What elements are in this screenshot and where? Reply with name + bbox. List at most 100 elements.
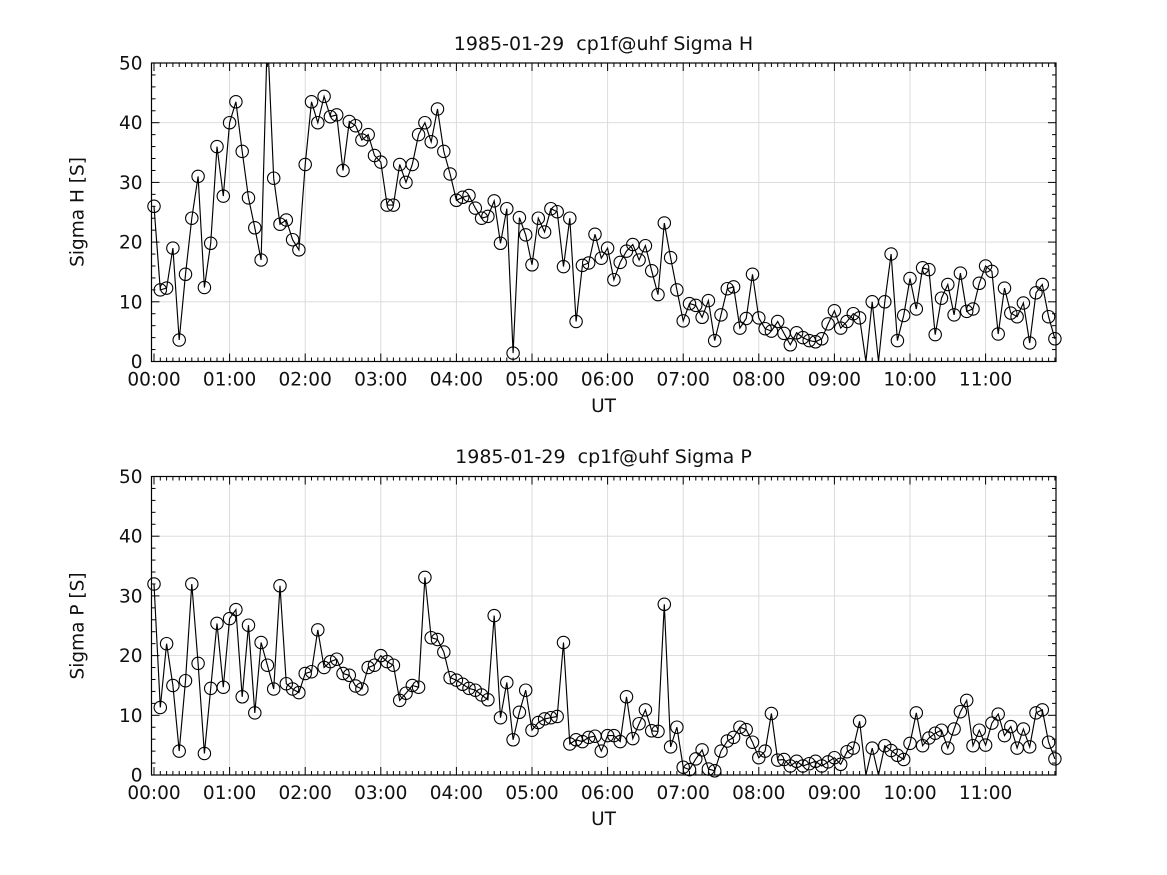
- y-tick-label: 30: [119, 173, 143, 194]
- data-point-marker: [166, 241, 180, 255]
- data-point-marker: [1004, 719, 1018, 734]
- data-point-marker: [298, 157, 312, 172]
- data-point-marker: [1022, 740, 1037, 754]
- data-point-marker: [380, 198, 394, 212]
- data-point-marker: [846, 741, 861, 755]
- data-point-marker: [928, 726, 942, 740]
- data-point-marker: [455, 190, 470, 205]
- data-point-marker: [248, 221, 262, 235]
- data-point-marker: [304, 95, 319, 109]
- data-point-marker: [972, 723, 987, 737]
- data-point-marker: [481, 693, 495, 707]
- data-point-marker: [651, 724, 665, 739]
- data-point-marker: [840, 744, 854, 759]
- data-point-marker: [317, 89, 331, 104]
- x-tick-label: 07:00: [657, 783, 710, 804]
- data-point-marker: [210, 616, 224, 631]
- data-point-marker: [178, 673, 193, 688]
- data-point-marker: [720, 734, 735, 748]
- data-point-marker: [222, 115, 237, 130]
- data-point-marker: [493, 710, 508, 725]
- x-tick-label: 02:00: [279, 783, 332, 804]
- data-point-marker: [1035, 277, 1050, 292]
- data-point-marker: [348, 118, 363, 133]
- data-point-marker: [953, 704, 968, 719]
- data-point-marker: [411, 127, 426, 142]
- data-point-marker: [191, 656, 205, 671]
- data-point-marker: [500, 675, 514, 690]
- data-point-marker: [292, 685, 306, 700]
- data-point-marker: [714, 744, 728, 758]
- y-tick-label: 20: [119, 646, 143, 667]
- data-point-marker: [733, 321, 747, 335]
- data-point-marker: [575, 258, 590, 273]
- y-tick-label: 10: [119, 706, 143, 727]
- axes-frame: [150, 475, 1057, 776]
- data-point-marker: [147, 577, 161, 591]
- x-tick-label: 06:00: [581, 370, 634, 391]
- data-point-marker: [336, 163, 350, 178]
- data-point-marker: [153, 700, 168, 715]
- data-point-marker: [386, 198, 401, 212]
- data-point-marker: [726, 730, 741, 745]
- data-point-marker: [342, 668, 357, 683]
- data-point-marker: [424, 630, 438, 645]
- data-point-marker: [720, 281, 735, 296]
- data-point-marker: [241, 191, 256, 205]
- data-point-marker: [764, 706, 779, 721]
- data-point-marker: [374, 155, 388, 169]
- x-tick-label: 05:00: [505, 370, 558, 391]
- data-point-marker: [361, 660, 375, 675]
- data-point-marker: [707, 764, 722, 778]
- data-point-marker: [941, 277, 955, 292]
- data-point-marker: [600, 241, 615, 255]
- data-point-marker: [588, 227, 602, 242]
- x-tick-label: 03:00: [354, 370, 407, 391]
- data-point-marker: [607, 272, 621, 287]
- x-tick-label: 10:00: [883, 783, 936, 804]
- data-point-marker: [884, 247, 898, 261]
- data-point-marker: [411, 680, 426, 694]
- data-point-marker: [185, 577, 199, 591]
- data-point-marker: [386, 658, 401, 672]
- data-point-marker: [550, 709, 564, 724]
- data-point-marker: [248, 706, 262, 720]
- data-point-marker: [147, 199, 161, 214]
- data-point-marker: [594, 251, 609, 265]
- data-point-marker: [600, 728, 615, 743]
- data-point-marker: [235, 144, 249, 159]
- data-point-marker: [481, 209, 495, 224]
- data-point-marker: [821, 317, 835, 331]
- data-point-marker: [185, 211, 199, 225]
- bottom-chart-title: 1985-01-29 cp1f@uhf Sigma P: [455, 446, 752, 468]
- data-point-marker: [1048, 752, 1062, 766]
- data-point-marker: [796, 330, 810, 345]
- data-point-marker: [676, 314, 690, 328]
- data-point-marker: [285, 682, 300, 696]
- data-point-marker: [273, 579, 287, 593]
- data-point-marker: [266, 171, 281, 185]
- x-tick-label: 07:00: [657, 370, 710, 391]
- data-point-marker: [222, 611, 237, 626]
- data-point-marker: [512, 705, 527, 720]
- data-point-marker: [474, 211, 489, 225]
- data-point-marker: [437, 645, 451, 659]
- data-point-marker: [443, 167, 457, 181]
- data-point-marker: [695, 310, 709, 325]
- data-point-marker: [689, 298, 703, 313]
- data-point-marker: [1041, 735, 1056, 749]
- data-point-marker: [405, 678, 420, 693]
- data-point-marker: [367, 658, 382, 672]
- data-point-marker: [632, 253, 646, 267]
- y-tick-label: 0: [131, 352, 143, 373]
- y-tick-label: 50: [119, 54, 143, 75]
- data-point-marker: [670, 720, 684, 734]
- x-tick-label: 01:00: [203, 783, 256, 804]
- data-point-marker: [556, 635, 571, 650]
- data-point-marker: [1004, 306, 1018, 320]
- data-point-marker: [178, 267, 193, 282]
- data-point-marker: [594, 744, 609, 758]
- data-point-marker: [159, 281, 174, 295]
- data-point-marker: [726, 280, 741, 294]
